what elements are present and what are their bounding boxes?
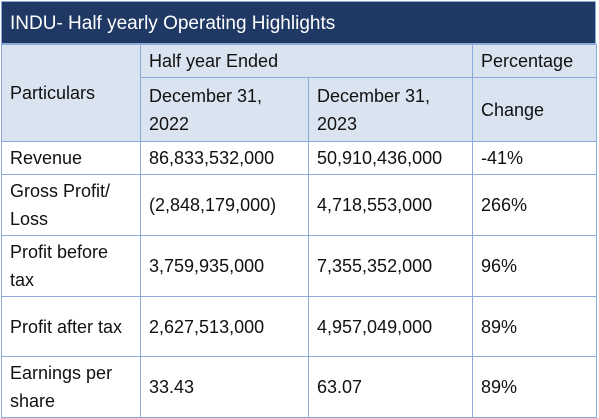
data-cell: (2,848,179,000) (140, 174, 309, 236)
row-label: Profit before tax (1, 235, 141, 297)
row-label: Revenue (1, 141, 141, 175)
data-cell: 96% (472, 235, 598, 297)
data-cell: 2,627,513,000 (140, 296, 309, 357)
data-cell: 50,910,436,000 (307, 141, 474, 175)
table-row: Gross Profit/ Loss (2,848,179,000) 4,718,5… (1, 174, 598, 236)
header-cell: December 31, 2023 (307, 77, 474, 142)
data-cell: 33.43 (140, 356, 309, 418)
header-cell: Particulars (1, 44, 141, 142)
data-cell: 89% (472, 356, 598, 418)
row-label: Gross Profit/ Loss (1, 174, 141, 236)
data-cell: 86,833,532,000 (140, 141, 309, 175)
header-cell: December 31, 2022 (140, 77, 309, 142)
row-label: Profit after tax (1, 296, 141, 357)
title: INDU- Half yearly Operating Highlights (1, 1, 596, 44)
data-cell: 63.07 (307, 356, 474, 418)
table-row: Earnings per share 33.43 63.07 89% (1, 356, 598, 418)
row-label: Earnings per share (1, 356, 141, 418)
header-cell: Percentage (472, 44, 598, 78)
table-row: Revenue 86,833,532,000 50,910,436,000 -41% (1, 141, 598, 175)
table-row: December 31, 2022 December 31, 2023 Change (2, 77, 598, 142)
data-cell: 7,355,352,000 (307, 235, 474, 297)
table-row: Profit after tax 2,627,513,000 4,957,049,0… (1, 296, 598, 357)
table-row: Profit before tax 3,759,935,000 7,355,352,… (1, 235, 598, 297)
data-cell: 4,957,049,000 (307, 296, 474, 357)
table-row: Particulars Half year Ended Percentage (1, 44, 598, 142)
header-cell: Change (472, 77, 598, 142)
data-cell: 266% (472, 174, 598, 236)
data-cell: -41% (472, 141, 598, 175)
table: Particulars Half year Ended Percentage Dece… (1, 44, 598, 418)
data-cell: 89% (472, 296, 598, 357)
header-cell: Half year Ended (139, 44, 474, 78)
data-cell: 4,718,553,000 (307, 174, 474, 236)
data-cell: 3,759,935,000 (140, 235, 309, 297)
